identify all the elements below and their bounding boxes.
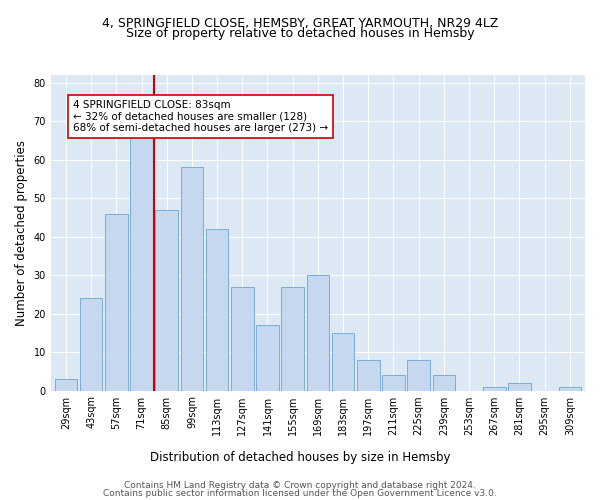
Y-axis label: Number of detached properties: Number of detached properties [15,140,28,326]
Bar [155,210,178,390]
Bar [382,375,405,390]
Text: Distribution of detached houses by size in Hemsby: Distribution of detached houses by size … [150,451,450,464]
Bar [307,275,329,390]
Bar [256,325,279,390]
Bar [559,387,581,390]
Bar [55,379,77,390]
Bar [407,360,430,390]
Bar [105,214,128,390]
Text: 4, SPRINGFIELD CLOSE, HEMSBY, GREAT YARMOUTH, NR29 4LZ: 4, SPRINGFIELD CLOSE, HEMSBY, GREAT YARM… [102,18,498,30]
Bar [130,132,153,390]
Text: 4 SPRINGFIELD CLOSE: 83sqm
← 32% of detached houses are smaller (128)
68% of sem: 4 SPRINGFIELD CLOSE: 83sqm ← 32% of deta… [73,100,328,133]
Bar [483,387,506,390]
Bar [206,229,229,390]
Bar [357,360,380,390]
Bar [181,168,203,390]
Bar [433,375,455,390]
Bar [80,298,103,390]
Text: Contains HM Land Registry data © Crown copyright and database right 2024.: Contains HM Land Registry data © Crown c… [124,482,476,490]
Bar [281,286,304,391]
Text: Size of property relative to detached houses in Hemsby: Size of property relative to detached ho… [125,28,475,40]
Bar [231,286,254,391]
Text: Contains public sector information licensed under the Open Government Licence v3: Contains public sector information licen… [103,490,497,498]
Bar [332,333,355,390]
Bar [508,383,531,390]
